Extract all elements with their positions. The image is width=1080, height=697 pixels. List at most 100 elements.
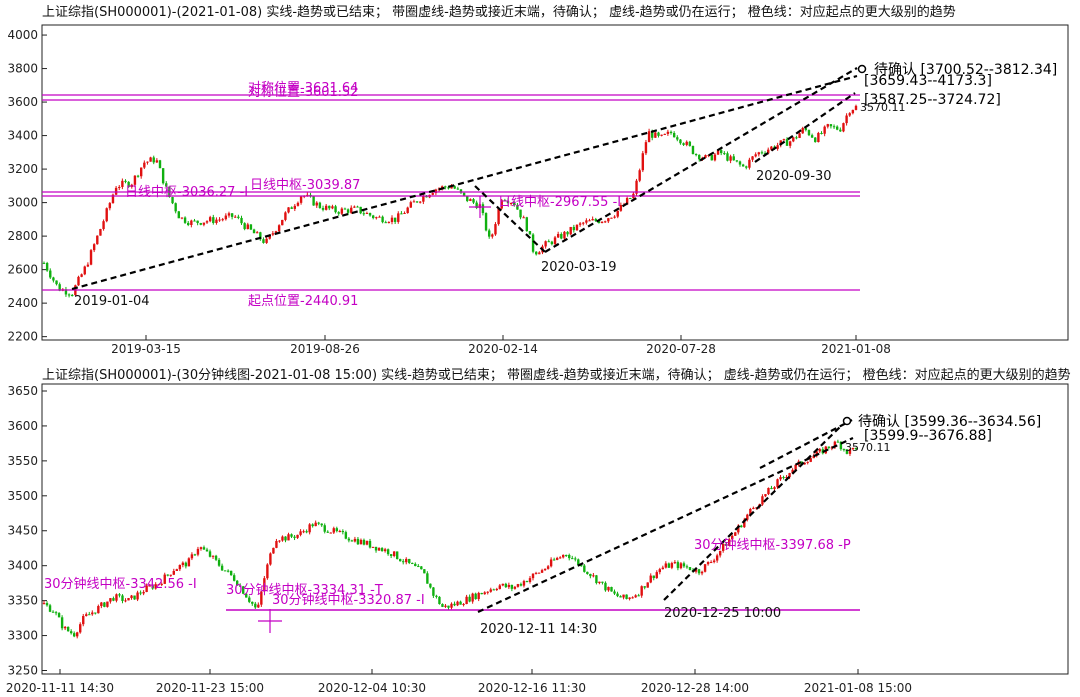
candle-body — [287, 534, 290, 541]
candle-body — [245, 593, 248, 598]
candle-body — [356, 538, 360, 545]
candle-body — [531, 234, 535, 252]
candle-body — [764, 494, 767, 497]
daily-pending-3: [3587.25--3724.72] — [864, 92, 1001, 108]
daily-point-2020-03-19: 2020-03-19 — [541, 260, 617, 275]
candle-body — [664, 563, 668, 568]
candle-body — [676, 562, 680, 569]
candle-body — [254, 603, 257, 608]
candle-body — [474, 593, 477, 600]
candle-body — [500, 200, 503, 209]
daily-zs-label-3: 日线中枢-2967.55 -I — [498, 195, 621, 210]
candle-body — [365, 540, 369, 545]
candle-body — [833, 441, 837, 448]
candle-body — [408, 558, 411, 563]
30min-trend-3 — [759, 419, 853, 469]
candle-body — [552, 559, 556, 561]
candle-body — [610, 217, 613, 219]
candle-body — [384, 222, 387, 224]
candle-body — [133, 595, 136, 600]
candle-body — [459, 189, 463, 193]
candle-body — [845, 115, 848, 124]
candle-body — [556, 234, 560, 238]
30min-pending-circle — [842, 416, 852, 426]
candle-body — [477, 592, 480, 600]
candle-body — [610, 586, 613, 592]
candle-body — [641, 153, 645, 171]
candle-body — [640, 586, 643, 596]
candle-body — [575, 224, 579, 231]
candle-body — [667, 563, 671, 568]
candle-body — [782, 477, 785, 479]
candle-body — [525, 217, 529, 232]
candle-body — [109, 598, 112, 602]
candle-body — [726, 153, 729, 161]
daily-trend-4 — [754, 92, 856, 163]
candle-body — [266, 564, 269, 579]
candle-body — [481, 204, 485, 214]
candle-body — [555, 557, 559, 560]
candle-body — [246, 224, 249, 230]
candle-body — [136, 592, 139, 600]
candle-body — [519, 584, 523, 586]
candle-body — [314, 522, 317, 527]
candle-body — [365, 212, 369, 214]
candle-body — [387, 222, 391, 224]
candle-body — [85, 614, 88, 617]
candle-body — [334, 206, 337, 213]
candle-body — [697, 569, 701, 574]
candle-body — [823, 126, 826, 134]
candle-body — [346, 209, 350, 213]
candle-body — [829, 124, 833, 127]
candle-body — [694, 569, 698, 572]
candle-body — [728, 539, 731, 546]
candle-body — [328, 205, 331, 209]
candle-body — [629, 198, 632, 200]
candle-body — [161, 168, 165, 184]
candle-body — [243, 223, 246, 230]
candle-body — [495, 588, 498, 590]
candle-body — [713, 154, 717, 161]
30min-chart-title: 上证综指(SH000001)-(30分钟线图-2021-01-08 15:00)… — [42, 367, 1071, 383]
candle-body — [716, 150, 720, 155]
candle-body — [582, 222, 585, 224]
candle-body — [794, 464, 797, 470]
candle-body — [673, 562, 677, 564]
candle-body — [669, 131, 673, 134]
y-tick-label: 3800 — [7, 62, 38, 76]
candle-body — [522, 581, 526, 586]
candle-body — [815, 451, 818, 456]
candle-body — [196, 548, 200, 555]
x-tick-label: 2020-11-11 14:30 — [6, 681, 114, 695]
candle-body — [187, 222, 190, 225]
candle-body — [703, 564, 707, 572]
candle-body — [139, 167, 143, 177]
candle-body — [187, 558, 191, 567]
candle-body — [616, 593, 619, 597]
candle-body — [419, 201, 422, 203]
candle-body — [356, 206, 359, 208]
candle-body — [553, 237, 557, 245]
candle-body — [598, 581, 601, 584]
candle-body — [741, 164, 745, 167]
candle-body — [700, 571, 704, 574]
candle-body — [801, 128, 804, 134]
daily-sym-label-2: 对称位置-3601.52 — [248, 85, 358, 100]
candle-body — [359, 206, 362, 214]
candle-body — [672, 133, 676, 138]
candle-body — [202, 222, 206, 225]
candle-body — [154, 584, 157, 589]
candle-body — [649, 575, 652, 583]
candle-body — [160, 583, 163, 585]
x-tick-label: 2020-12-28 14:00 — [641, 681, 749, 695]
candle-body — [538, 252, 541, 255]
candle-body — [735, 160, 739, 162]
candle-body — [403, 212, 406, 214]
y-tick-label: 2800 — [7, 229, 38, 243]
candle-body — [613, 216, 616, 218]
candle-body — [800, 461, 803, 465]
candle-body — [577, 559, 580, 566]
candle-body — [574, 558, 577, 560]
candle-body — [146, 161, 149, 163]
daily-sym-label-1: 对称位置-3631.64 — [248, 81, 358, 96]
